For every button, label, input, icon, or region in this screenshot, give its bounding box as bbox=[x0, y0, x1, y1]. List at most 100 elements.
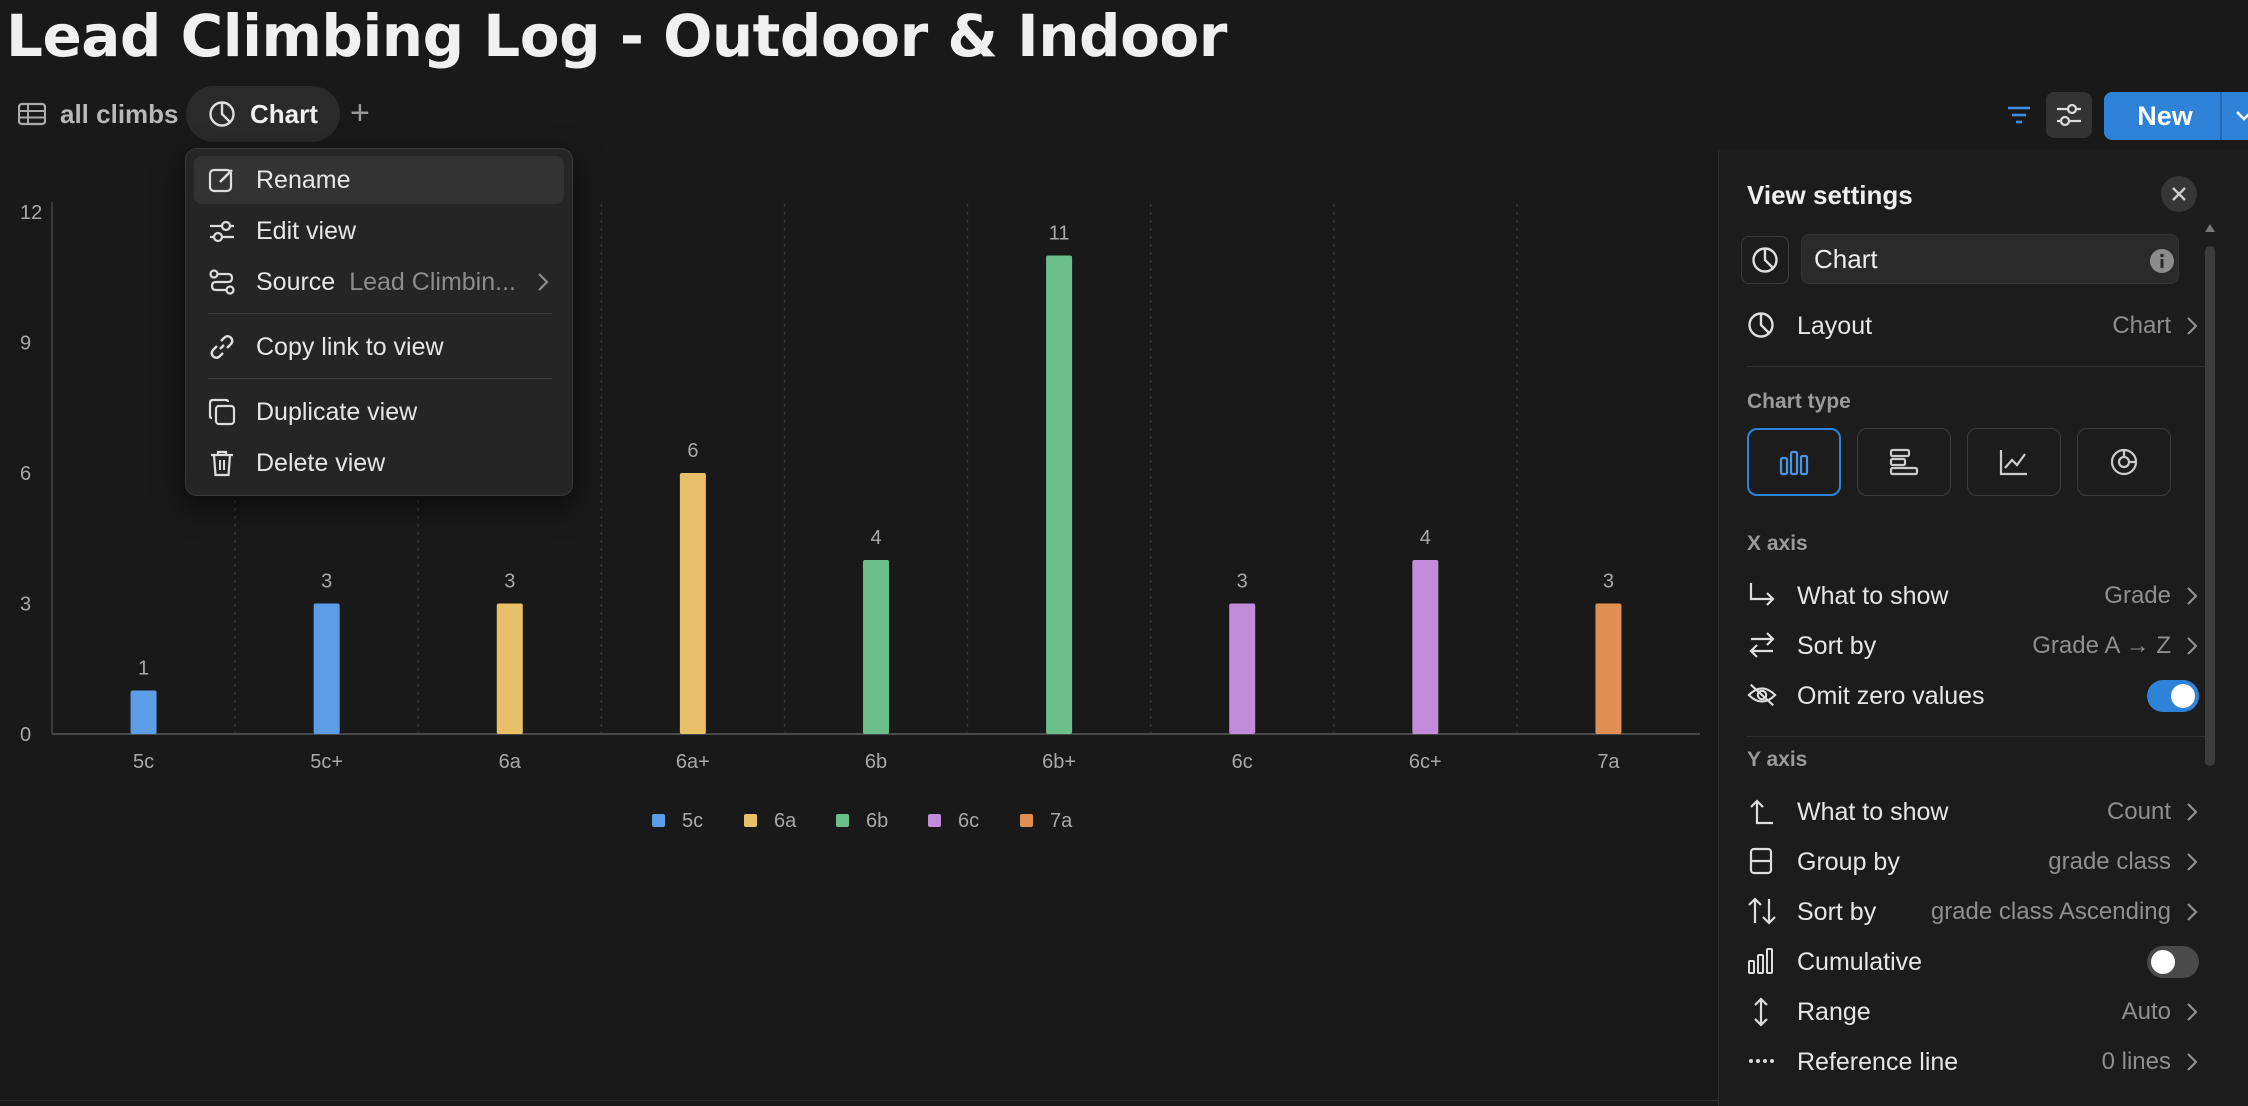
row-label: Layout bbox=[1797, 311, 1873, 340]
sort-arrows-icon bbox=[1747, 897, 1777, 927]
chart-type-donut[interactable] bbox=[2077, 428, 2171, 496]
menu-item-label: Rename bbox=[256, 165, 351, 194]
x-tick-label: 5c+ bbox=[310, 751, 343, 773]
sliders-icon bbox=[2055, 102, 2083, 128]
data-label: 6 bbox=[687, 440, 698, 462]
legend-swatch bbox=[836, 814, 849, 827]
reference-line-row[interactable]: Reference line 0 lines bbox=[1747, 1040, 2207, 1084]
bar-chart: 0 3 6 9 12 1 5c 3 5c+ 3 6a 6 6a+ 4 6b 11 6b+ 3 6c 4 6c+ 3 7a 5c… bbox=[20, 202, 1700, 832]
menu-item-edit-view[interactable]: Edit view bbox=[194, 207, 564, 255]
menu-divider bbox=[208, 313, 552, 314]
close-icon bbox=[2170, 185, 2188, 203]
dotted-line-icon bbox=[1747, 1047, 1777, 1077]
add-view-button[interactable]: + bbox=[350, 94, 370, 133]
legend-swatch bbox=[1020, 814, 1033, 827]
row-value: Count bbox=[2106, 798, 2171, 825]
rename-icon bbox=[208, 166, 236, 194]
filter-icon bbox=[2006, 105, 2032, 125]
new-button[interactable]: New bbox=[2104, 92, 2248, 140]
tab-label: Chart bbox=[250, 98, 318, 129]
row-value: grade class Ascending bbox=[1930, 898, 2171, 925]
chart-type-heading: Chart type bbox=[1747, 390, 1851, 413]
x-tick-label: 7a bbox=[1597, 751, 1620, 773]
omit-zero-toggle[interactable] bbox=[2147, 680, 2199, 712]
bar-chart-icon bbox=[1747, 947, 1777, 977]
range-row[interactable]: Range Auto bbox=[1747, 990, 2207, 1034]
x-what-to-show-row[interactable]: What to show Grade bbox=[1747, 574, 2207, 618]
menu-item-delete-view[interactable]: Delete view bbox=[194, 439, 564, 487]
view-settings-button[interactable] bbox=[2046, 92, 2092, 138]
tab-all-climbs[interactable]: all climbs bbox=[18, 86, 179, 142]
layout-row[interactable]: Layout Chart bbox=[1747, 304, 2207, 348]
x-tick-label: 6a+ bbox=[676, 751, 710, 773]
menu-item-rename[interactable]: Rename bbox=[194, 156, 564, 204]
legend-swatch bbox=[652, 814, 665, 827]
chart-type-vertical-bar[interactable] bbox=[1747, 428, 1841, 496]
new-button-label: New bbox=[2137, 100, 2193, 131]
y-axis-heading: Y axis bbox=[1747, 748, 1808, 771]
tab-chart[interactable]: Chart bbox=[186, 86, 340, 142]
legend-label: 6b bbox=[866, 810, 888, 832]
pie-chart-icon bbox=[1747, 311, 1777, 341]
x-tick-label: 6b bbox=[865, 751, 887, 773]
donut-chart-icon bbox=[2109, 447, 2139, 477]
chevron-right-icon bbox=[2185, 851, 2199, 880]
info-icon[interactable] bbox=[2149, 248, 2175, 279]
cumulative-toggle[interactable] bbox=[2147, 946, 2199, 978]
data-label: 3 bbox=[1237, 571, 1248, 593]
chevron-right-icon bbox=[2185, 635, 2199, 664]
menu-item-label: Duplicate view bbox=[256, 397, 418, 426]
bar bbox=[1229, 603, 1256, 734]
group-by-row[interactable]: Group by grade class bbox=[1747, 840, 2207, 884]
x-axis-heading: X axis bbox=[1747, 532, 1808, 555]
legend-swatch bbox=[744, 814, 757, 827]
cumulative-row: Cumulative bbox=[1747, 940, 2207, 984]
chevron-right-icon bbox=[2185, 901, 2199, 930]
y-tick-label: 12 bbox=[20, 202, 42, 224]
row-label: Group by bbox=[1797, 847, 1900, 876]
duplicate-icon bbox=[208, 398, 236, 426]
close-button[interactable] bbox=[2161, 176, 2197, 212]
menu-item-label: Edit view bbox=[256, 216, 357, 245]
legend-swatch bbox=[928, 814, 941, 827]
chart-type-horizontal-bar[interactable] bbox=[1857, 428, 1951, 496]
row-label: Reference line bbox=[1797, 1047, 1959, 1076]
turn-right-arrow-icon bbox=[1747, 581, 1777, 611]
legend-label: 6a bbox=[774, 810, 797, 832]
row-value: Grade A → Z bbox=[2032, 632, 2171, 659]
group-icon bbox=[1747, 847, 1777, 877]
bar bbox=[1595, 603, 1622, 734]
view-name-input[interactable] bbox=[1801, 234, 2179, 284]
bar bbox=[1412, 560, 1439, 734]
y-what-to-show-row[interactable]: What to show Count bbox=[1747, 790, 2207, 834]
data-label: 3 bbox=[321, 571, 332, 593]
line-chart-icon bbox=[1999, 448, 2029, 476]
sliders-icon bbox=[208, 217, 236, 245]
menu-item-duplicate-view[interactable]: Duplicate view bbox=[194, 388, 564, 436]
y-sort-by-row[interactable]: Sort by grade class Ascending bbox=[1747, 890, 2207, 934]
y-tick-label: 6 bbox=[20, 463, 31, 485]
view-icon-picker[interactable] bbox=[1741, 236, 1789, 284]
x-tick-label: 6a bbox=[499, 751, 522, 773]
divider bbox=[1747, 366, 2207, 367]
source-name: Lead Climbin... bbox=[349, 267, 516, 296]
filter-button[interactable] bbox=[1996, 92, 2042, 138]
divider bbox=[1747, 736, 2207, 737]
data-label: 11 bbox=[1049, 223, 1070, 245]
chevron-down-icon bbox=[2234, 109, 2248, 123]
menu-item-source[interactable]: Source Lead Climbin... bbox=[194, 258, 564, 306]
pie-chart-icon bbox=[208, 100, 236, 128]
eye-off-icon bbox=[1747, 681, 1777, 711]
panel-scrollbar[interactable] bbox=[2204, 220, 2216, 770]
row-value: Auto bbox=[2121, 998, 2171, 1025]
menu-item-copy-link[interactable]: Copy link to view bbox=[194, 323, 564, 371]
turn-up-arrow-icon bbox=[1747, 797, 1777, 827]
bar bbox=[130, 690, 157, 734]
view-context-menu: Rename Edit view Source Lead Climbin... … bbox=[185, 148, 573, 496]
x-sort-by-row[interactable]: Sort by Grade A → Z bbox=[1747, 624, 2207, 668]
chart-type-line[interactable] bbox=[1967, 428, 2061, 496]
legend-label: 5c bbox=[682, 810, 703, 832]
new-dropdown-button[interactable] bbox=[2220, 92, 2248, 140]
trash-icon bbox=[208, 449, 236, 477]
chevron-right-icon bbox=[2185, 315, 2199, 344]
